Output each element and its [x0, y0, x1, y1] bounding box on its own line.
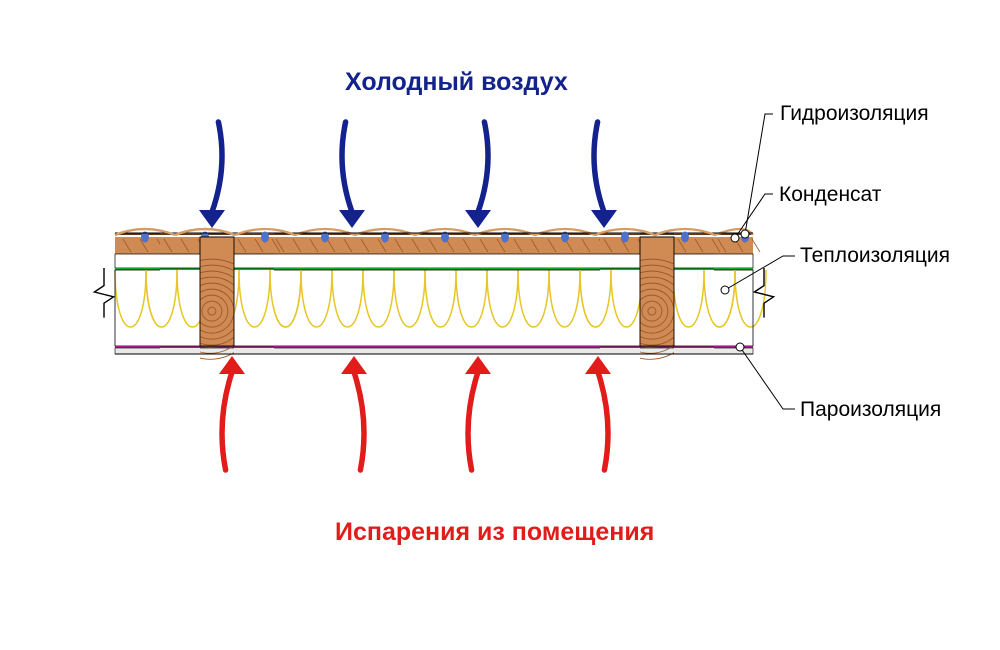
- cold-air-title: Холодный воздух: [345, 68, 568, 96]
- label-insulation: Теплоизоляция: [800, 244, 950, 267]
- label-waterproof: Гидроизоляция: [780, 102, 929, 125]
- evaporation-title: Испарения из помещения: [335, 518, 654, 546]
- diagram-svg: Холодный воздух Испарения из помещения Гид…: [0, 0, 1000, 650]
- label-vapor: Пароизоляция: [800, 398, 941, 421]
- label-condensate: Конденсат: [779, 183, 882, 206]
